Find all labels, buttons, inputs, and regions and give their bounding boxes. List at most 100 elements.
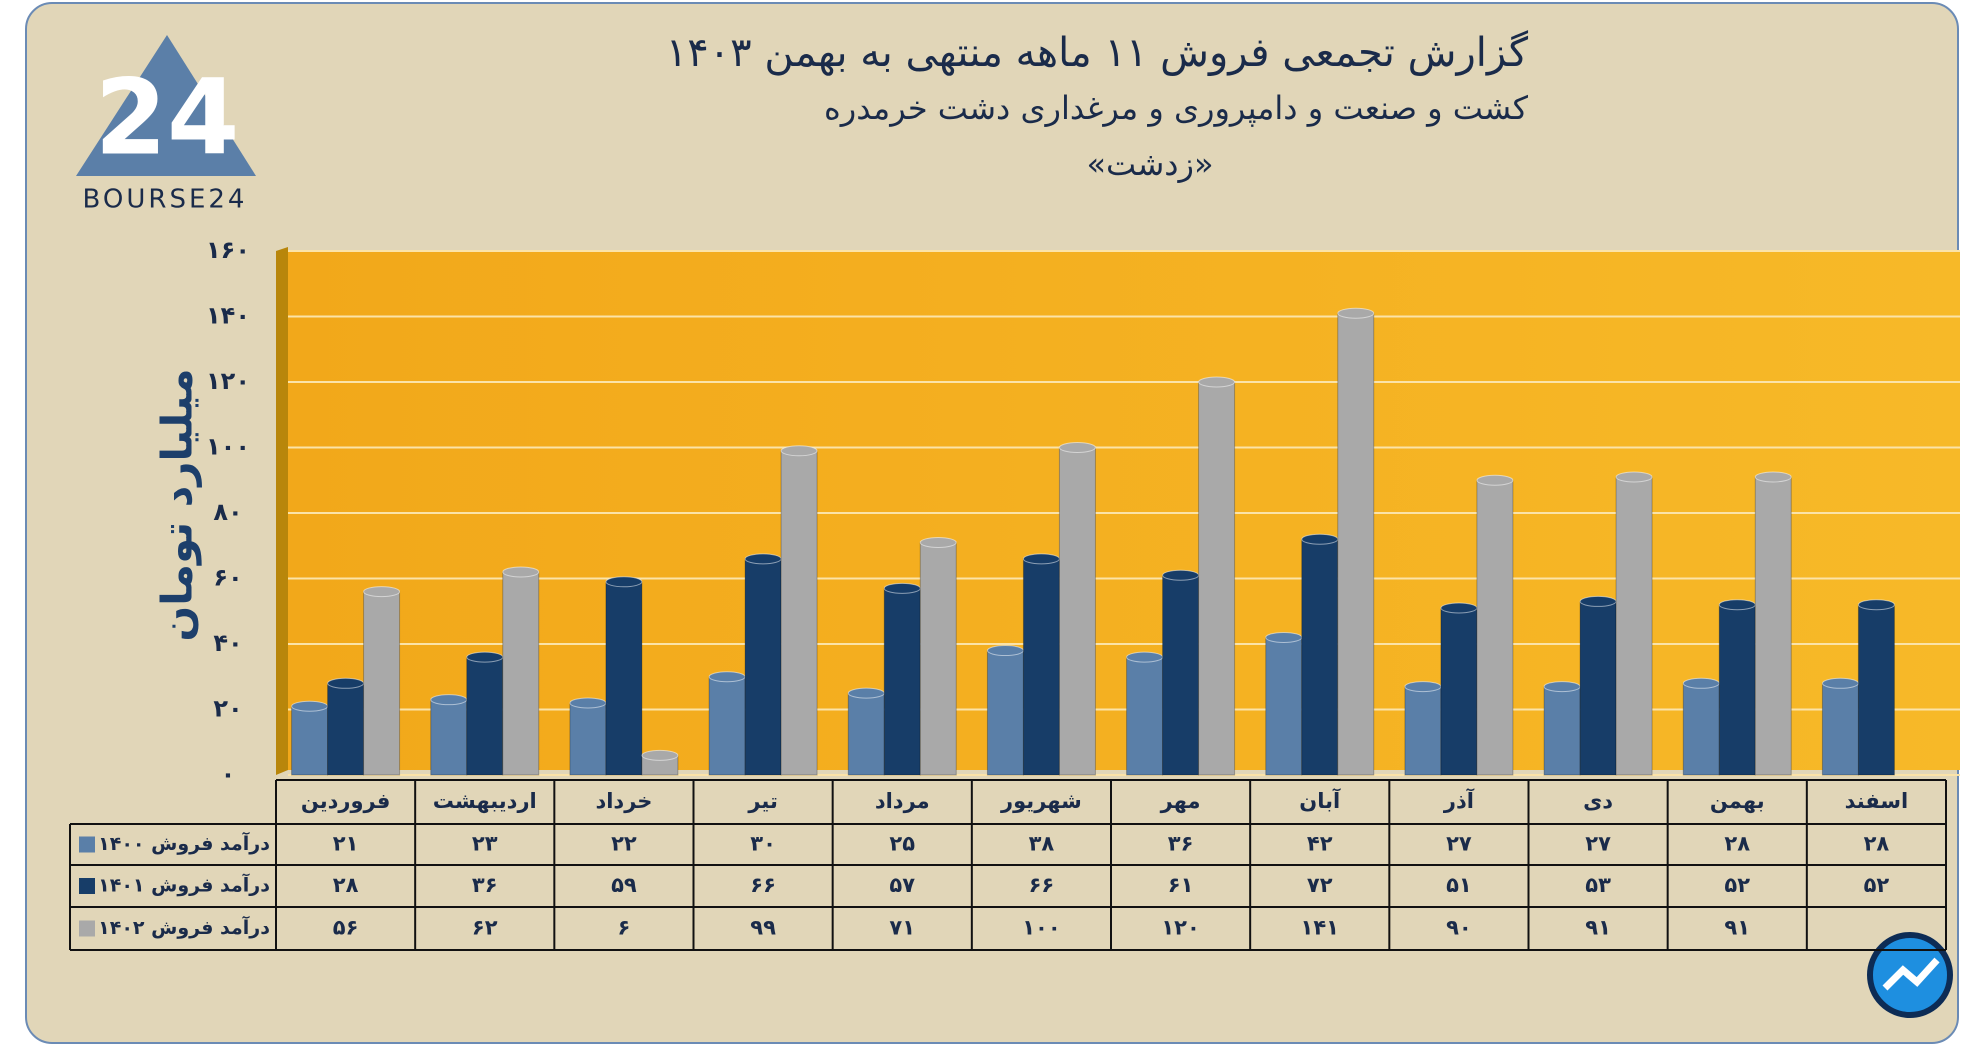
bar-cap — [1615, 471, 1653, 483]
bar-cap — [1579, 595, 1617, 607]
data-label: ۷۱ — [889, 916, 915, 940]
bar — [1198, 381, 1236, 776]
bar-cap — [605, 576, 643, 588]
bar — [363, 591, 401, 776]
y-tick-label: ۶۰ — [213, 564, 242, 592]
bar — [502, 571, 540, 776]
bar — [1440, 607, 1478, 776]
x-tick-label: دی — [1583, 789, 1613, 813]
x-tick-label: اردیبهشت — [433, 789, 537, 813]
y-tick-label: ۸۰ — [213, 498, 242, 526]
x-tick-label: بهمن — [1710, 789, 1765, 813]
bar-cap — [1543, 681, 1581, 693]
bar — [605, 581, 643, 776]
chart-subtitle: «زدشت» — [1086, 145, 1213, 183]
logo-text: BOURSE24 — [83, 185, 248, 215]
data-label: ۵۹ — [611, 873, 637, 897]
bar-cap — [1337, 307, 1375, 319]
chart-title: گزارش تجمعی فروش ۱۱ ماهه منتهی به بهمن ۱… — [666, 30, 1529, 76]
data-label: ۵۱ — [1446, 873, 1472, 897]
data-label: ۱۴۱ — [1301, 916, 1339, 940]
data-label: ۲۷ — [1446, 832, 1472, 856]
data-label: ۱۲۰ — [1161, 916, 1199, 940]
bar — [744, 558, 782, 776]
data-label: ۹۰ — [1446, 916, 1472, 940]
bar — [1022, 558, 1060, 776]
y-tick-label: ۰ — [221, 760, 236, 788]
data-label: ۲۲ — [611, 832, 637, 856]
bar-cap — [1754, 471, 1792, 483]
data-label: ۲۸ — [333, 873, 359, 897]
y-tick-label: ۱۰۰ — [206, 433, 250, 461]
bar — [847, 692, 885, 776]
x-tick-label: مهر — [1160, 789, 1201, 813]
data-label: ۶۶ — [1029, 873, 1055, 897]
bar — [919, 541, 957, 776]
bar — [1857, 604, 1895, 776]
bar-cap — [780, 445, 818, 457]
y-tick-label: ۴۰ — [213, 629, 242, 657]
data-label: ۶ — [618, 916, 631, 940]
bar — [1162, 574, 1200, 776]
plot-area — [276, 251, 1960, 770]
bar — [291, 705, 329, 776]
bar-cap — [1821, 677, 1859, 689]
bar-cap — [1857, 599, 1895, 611]
y-tick-label: ۱۴۰ — [206, 302, 250, 330]
bar-cap — [502, 566, 540, 578]
bar — [1754, 476, 1792, 776]
bar-cap — [919, 536, 957, 548]
bar-cap — [1058, 442, 1096, 453]
bar — [1682, 682, 1720, 776]
bar — [569, 702, 607, 776]
bar — [1301, 538, 1339, 776]
data-label: ۹۱ — [1585, 916, 1611, 940]
bar-cap — [291, 700, 329, 712]
legend-label: درآمد فروش ۱۴۰۲ — [98, 915, 270, 939]
logo-mark: 24 — [95, 56, 240, 178]
y-tick-label: ۲۰ — [213, 695, 242, 723]
bar-cap — [1198, 376, 1236, 388]
plot-side — [276, 247, 288, 775]
legend-swatch — [79, 878, 95, 894]
legend-label: درآمد فروش ۱۴۰۰ — [98, 831, 270, 855]
bar-cap — [1022, 553, 1060, 565]
bar-cap — [1301, 533, 1339, 545]
data-label: ۲۸ — [1864, 832, 1890, 856]
x-tick-label: آذر — [1443, 788, 1475, 813]
data-label: ۳۶ — [472, 873, 498, 897]
legend-swatch — [79, 920, 95, 937]
y-tick-label: ۱۶۰ — [206, 236, 250, 264]
bar — [1337, 312, 1375, 776]
data-label: ۱۰۰ — [1022, 916, 1060, 940]
x-tick-label: شهریور — [1000, 789, 1082, 813]
x-tick-label: خرداد — [595, 789, 652, 813]
data-label: ۲۵ — [889, 832, 915, 856]
bar-cap — [883, 582, 921, 594]
data-label: ۲۳ — [472, 832, 498, 856]
bar-cap — [1440, 602, 1478, 614]
bar-cap — [466, 651, 504, 663]
bar-cap — [744, 553, 782, 565]
bar-cap — [327, 677, 365, 689]
data-label: ۵۶ — [333, 916, 359, 940]
data-label: ۷۲ — [1307, 873, 1333, 897]
bar — [1543, 686, 1581, 776]
data-label: ۲۸ — [1724, 832, 1750, 856]
bar-cap — [1404, 681, 1442, 693]
x-tick-label: آبان — [1299, 788, 1341, 813]
x-tick-label: مرداد — [875, 789, 930, 813]
bar — [1615, 476, 1653, 776]
bar — [1265, 636, 1303, 776]
bar-cap — [1682, 677, 1720, 689]
data-label: ۵۳ — [1585, 873, 1611, 897]
data-label: ۵۲ — [1864, 873, 1890, 897]
legend-label: درآمد فروش ۱۴۰۱ — [98, 873, 270, 897]
data-label: ۲۷ — [1585, 832, 1611, 856]
data-label: ۵۷ — [889, 873, 915, 897]
bar-cap — [1126, 651, 1164, 663]
bar — [430, 699, 468, 776]
data-label: ۶۶ — [750, 873, 776, 897]
chart-subtitle: کشت و صنعت و دامپروری و مرغداری دشت خرمد… — [824, 89, 1529, 127]
